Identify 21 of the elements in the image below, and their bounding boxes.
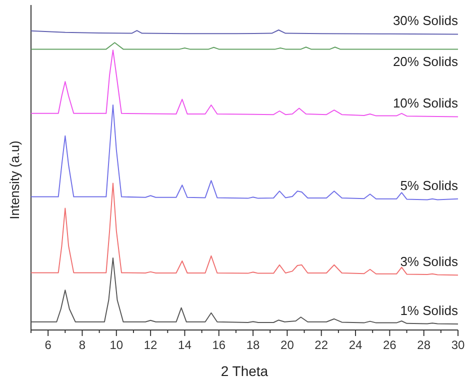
- x-tick-label: 22: [314, 338, 328, 352]
- series-label: 30% Solids: [392, 13, 458, 28]
- x-tick-label: 20: [280, 338, 294, 352]
- series-label: 1% Solids: [400, 303, 458, 318]
- series-label: 5% Solids: [400, 178, 458, 193]
- x-tick-label: 8: [78, 338, 86, 352]
- series-label: 20% Solids: [392, 54, 458, 70]
- x-axis-title: 2 Theta: [220, 363, 268, 379]
- x-tick-label: 24: [348, 338, 363, 352]
- x-tick-label: 16: [212, 338, 226, 352]
- x-tick-label: 14: [178, 338, 192, 352]
- series-label: 3% Solids: [400, 254, 458, 270]
- series-label: 10% Solids: [392, 96, 458, 111]
- x-tick-label: 26: [383, 338, 397, 352]
- x-tick-label: 12: [144, 338, 158, 352]
- x-tick-label: 10: [110, 338, 124, 352]
- x-tick-label: 30: [451, 338, 465, 352]
- y-axis-title: Intensity (a.u): [7, 140, 22, 220]
- x-tick-label: 18: [246, 338, 260, 352]
- x-tick-label: 28: [417, 338, 431, 352]
- x-tick-label: 6: [44, 338, 52, 352]
